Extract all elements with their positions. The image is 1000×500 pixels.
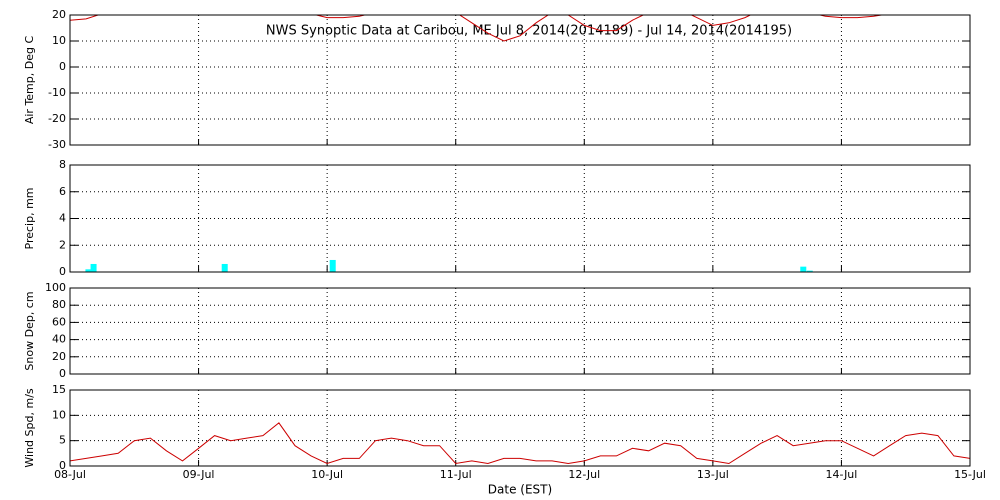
bar <box>800 266 807 272</box>
y-tick-label: 0 <box>59 265 66 278</box>
y-tick-label: 4 <box>59 212 66 225</box>
x-tick-label: 15-Jul <box>954 468 986 481</box>
y-axis-label: Air Temp, Deg C <box>23 36 36 125</box>
y-axis-label: Wind Spd, m/s <box>23 388 36 468</box>
y-tick-label: 10 <box>52 408 66 421</box>
y-tick-label: -30 <box>48 138 66 151</box>
plot-frame <box>69 287 971 375</box>
y-tick-label: 6 <box>59 185 66 198</box>
y-tick-label: 20 <box>52 8 66 21</box>
y-tick-label: 15 <box>52 383 66 396</box>
x-axis-label: Date (EST) <box>488 483 552 497</box>
bar <box>221 263 228 272</box>
plot-frame <box>69 164 971 273</box>
x-tick-label: 08-Jul <box>54 468 86 481</box>
bar <box>806 270 813 272</box>
y-tick-label: 20 <box>52 350 66 363</box>
y-tick-label: 8 <box>59 158 66 171</box>
chart-title: NWS Synoptic Data at Caribou, ME Jul 8, … <box>266 24 792 39</box>
x-tick-label: 13-Jul <box>697 468 729 481</box>
y-tick-label: 40 <box>52 333 66 346</box>
plot-frame <box>69 14 971 146</box>
y-tick-label: 60 <box>52 315 66 328</box>
y-tick-label: 10 <box>52 34 66 47</box>
y-tick-label: 100 <box>45 281 66 294</box>
y-tick-label: -10 <box>48 86 66 99</box>
y-tick-label: -20 <box>48 112 66 125</box>
x-tick-label: 12-Jul <box>568 468 600 481</box>
y-tick-label: 0 <box>59 367 66 380</box>
data-line <box>70 422 970 465</box>
bar <box>329 259 336 272</box>
y-tick-label: 0 <box>59 459 66 472</box>
y-tick-label: 5 <box>59 434 66 447</box>
x-tick-label: 11-Jul <box>440 468 472 481</box>
bar <box>90 263 97 272</box>
x-tick-label: 10-Jul <box>311 468 343 481</box>
plot-frame <box>69 389 971 467</box>
bar <box>85 269 92 272</box>
x-tick-label: 14-Jul <box>825 468 857 481</box>
y-tick-label: 80 <box>52 298 66 311</box>
plot <box>85 259 813 272</box>
y-axis-label: Precip, mm <box>23 188 36 250</box>
y-tick-label: 2 <box>59 238 66 251</box>
plot <box>70 422 970 465</box>
y-tick-label: 0 <box>59 60 66 73</box>
x-tick-label: 09-Jul <box>183 468 215 481</box>
y-axis-label: Snow Dep, cm <box>23 291 36 370</box>
